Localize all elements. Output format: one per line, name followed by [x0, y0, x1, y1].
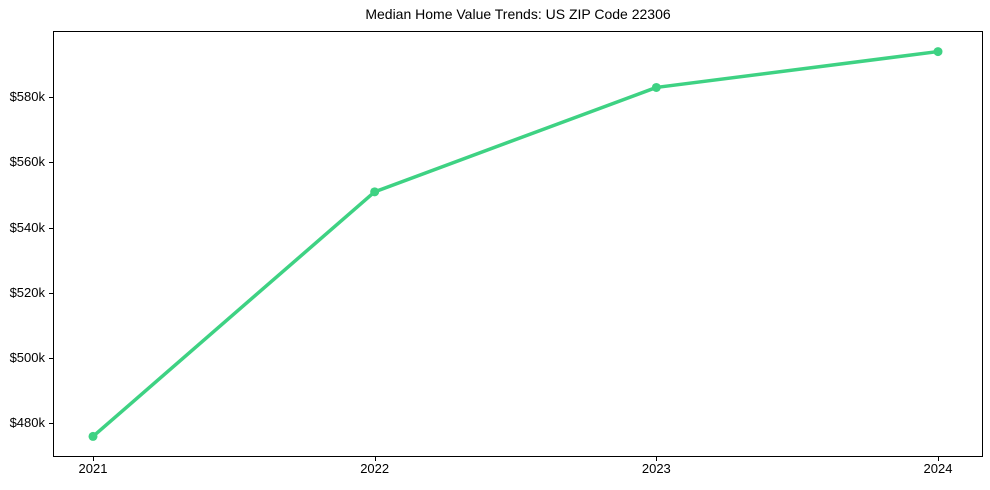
series-line [91, 49, 940, 439]
y-tick-mark [49, 423, 53, 425]
y-tick-mark [49, 227, 53, 229]
x-tick-mark [93, 457, 94, 461]
series-markers [88, 47, 943, 441]
x-tick-mark [374, 457, 376, 461]
y-tick-label: $580k [9, 89, 45, 105]
y-tick-mark [49, 358, 53, 360]
y-tick-label: $560k [9, 154, 45, 170]
plot-area [53, 31, 983, 457]
data-point-2024 [933, 47, 943, 57]
y-tick-mark [49, 292, 53, 294]
x-tick-mark [656, 457, 658, 461]
line-chart-svg [88, 47, 943, 441]
data-point-2023 [651, 82, 661, 92]
x-tick-mark [938, 457, 939, 461]
y-tick-mark [49, 162, 53, 164]
y-tick-label: $540k [9, 219, 45, 235]
x-tick-label: 2022 [360, 461, 390, 476]
x-tick-label: 2024 [923, 461, 953, 476]
x-tick-label: 2021 [78, 461, 108, 476]
y-tick-label: $520k [9, 284, 45, 300]
chart-title: Median Home Value Trends: US ZIP Code 22… [365, 6, 671, 22]
data-point-2022 [370, 187, 380, 197]
y-tick-label: $480k [9, 415, 45, 431]
y-tick-mark [49, 97, 53, 99]
data-point-2021 [88, 431, 98, 441]
y-tick-label: $500k [9, 350, 45, 366]
x-tick-label: 2023 [641, 461, 671, 476]
